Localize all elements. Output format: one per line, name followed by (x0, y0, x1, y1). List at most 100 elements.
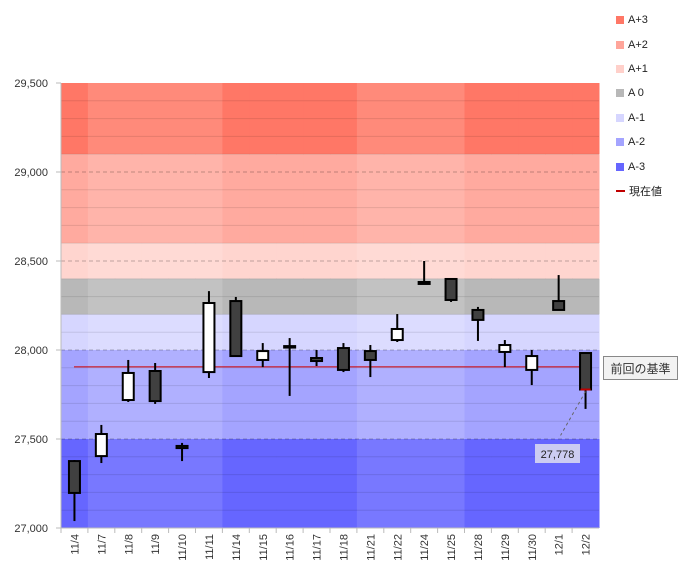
band-A0 (572, 278, 600, 315)
x-tick-label: 11/8 (123, 534, 135, 555)
legend-swatch (616, 162, 624, 171)
x-tick-label: 11/7 (96, 534, 108, 555)
band-A0 (356, 278, 385, 315)
band-A-2 (410, 350, 439, 439)
band-A-1 (410, 314, 439, 350)
legend-item: A-1 (616, 106, 662, 130)
band-Ap3 (464, 83, 492, 155)
legend-item: A-3 (616, 154, 662, 178)
band-A-3 (383, 439, 412, 528)
band-Ap2 (141, 154, 170, 244)
candle-body (148, 370, 162, 403)
legend-item: A+2 (616, 32, 662, 56)
current-value-label-box (535, 444, 580, 463)
y-tick-label: 28,000 (14, 345, 48, 357)
band-Ap3 (141, 83, 170, 155)
band-A0 (141, 278, 170, 315)
legend-label: A+2 (628, 38, 648, 51)
band-Ap1 (195, 243, 223, 279)
band-A0 (114, 278, 143, 315)
band-A-1 (356, 314, 385, 350)
band-Ap2 (464, 154, 492, 244)
band-A-1 (437, 314, 465, 350)
band-Ap2 (195, 154, 223, 244)
x-tick-label: 12/1 (554, 534, 566, 555)
band-Ap3 (410, 83, 439, 155)
band-Ap2 (518, 154, 546, 244)
candle-body (202, 302, 216, 374)
band-A-1 (518, 314, 546, 350)
candle-body (417, 281, 431, 285)
band-Ap2 (437, 154, 465, 244)
band-Ap3 (383, 83, 412, 155)
band-Ap2 (356, 154, 385, 244)
x-tick-label: 11/9 (150, 534, 162, 555)
current-value-leader (560, 391, 586, 436)
band-Ap1 (87, 243, 116, 279)
candle-body (525, 355, 539, 371)
legend-item: A+1 (616, 57, 662, 81)
band-A-3 (114, 439, 143, 528)
band-A-1 (572, 314, 600, 350)
band-A-3 (464, 439, 492, 528)
band-A-2 (464, 350, 492, 439)
band-A0 (276, 278, 304, 315)
y-tick-label: 28,500 (14, 256, 48, 268)
candle-body (229, 300, 243, 358)
band-A-3 (222, 439, 250, 528)
band-Ap2 (222, 154, 250, 244)
band-Ap1 (61, 243, 89, 279)
band-Ap2 (330, 154, 358, 244)
candle-body (256, 350, 270, 361)
band-Ap1 (141, 243, 170, 279)
band-Ap2 (491, 154, 519, 244)
band-A-3 (195, 439, 223, 528)
band-A-2 (545, 350, 573, 439)
band-Ap2 (303, 154, 331, 244)
band-Ap1 (572, 243, 600, 279)
band-A-2 (87, 350, 116, 439)
band-Ap1 (249, 243, 277, 279)
band-A-1 (114, 314, 143, 350)
band-Ap2 (168, 154, 196, 244)
y-tick-label: 29,000 (14, 167, 48, 179)
band-Ap2 (61, 154, 89, 244)
x-tick-label: 11/11 (204, 534, 216, 560)
band-Ap2 (87, 154, 116, 244)
band-Ap3 (437, 83, 465, 155)
legend-label: A 0 (628, 87, 644, 100)
legend-swatch (616, 16, 624, 25)
x-tick-label: 11/17 (312, 534, 324, 561)
band-Ap1 (276, 243, 304, 279)
band-Ap3 (572, 83, 600, 155)
band-A-2 (383, 350, 412, 439)
x-tick-label: 11/16 (285, 534, 297, 561)
candle-body (283, 345, 297, 349)
band-Ap1 (464, 243, 492, 279)
band-Ap1 (114, 243, 143, 279)
x-tick-label: 11/24 (419, 534, 431, 561)
band-A-1 (545, 314, 573, 350)
band-A0 (303, 278, 331, 315)
band-Ap3 (545, 83, 573, 155)
band-Ap3 (222, 83, 250, 155)
legend-swatch (616, 138, 624, 147)
band-Ap3 (330, 83, 358, 155)
x-tick-label: 11/10 (177, 534, 189, 561)
band-Ap2 (572, 154, 600, 244)
band-Ap1 (303, 243, 331, 279)
x-tick-label: 11/30 (527, 534, 539, 561)
x-tick-label: 12/2 (581, 534, 593, 555)
legend-label: A+1 (628, 62, 648, 75)
legend-swatch (616, 64, 624, 73)
x-tick-label: 11/4 (69, 534, 81, 555)
candle-body (579, 352, 593, 391)
candle-body (175, 444, 189, 450)
band-A-1 (87, 314, 116, 350)
candle-body (336, 347, 350, 371)
band-A-3 (330, 439, 358, 528)
band-A0 (518, 278, 546, 315)
band-Ap1 (437, 243, 465, 279)
candle-body (121, 371, 135, 402)
band-A-2 (437, 350, 465, 439)
